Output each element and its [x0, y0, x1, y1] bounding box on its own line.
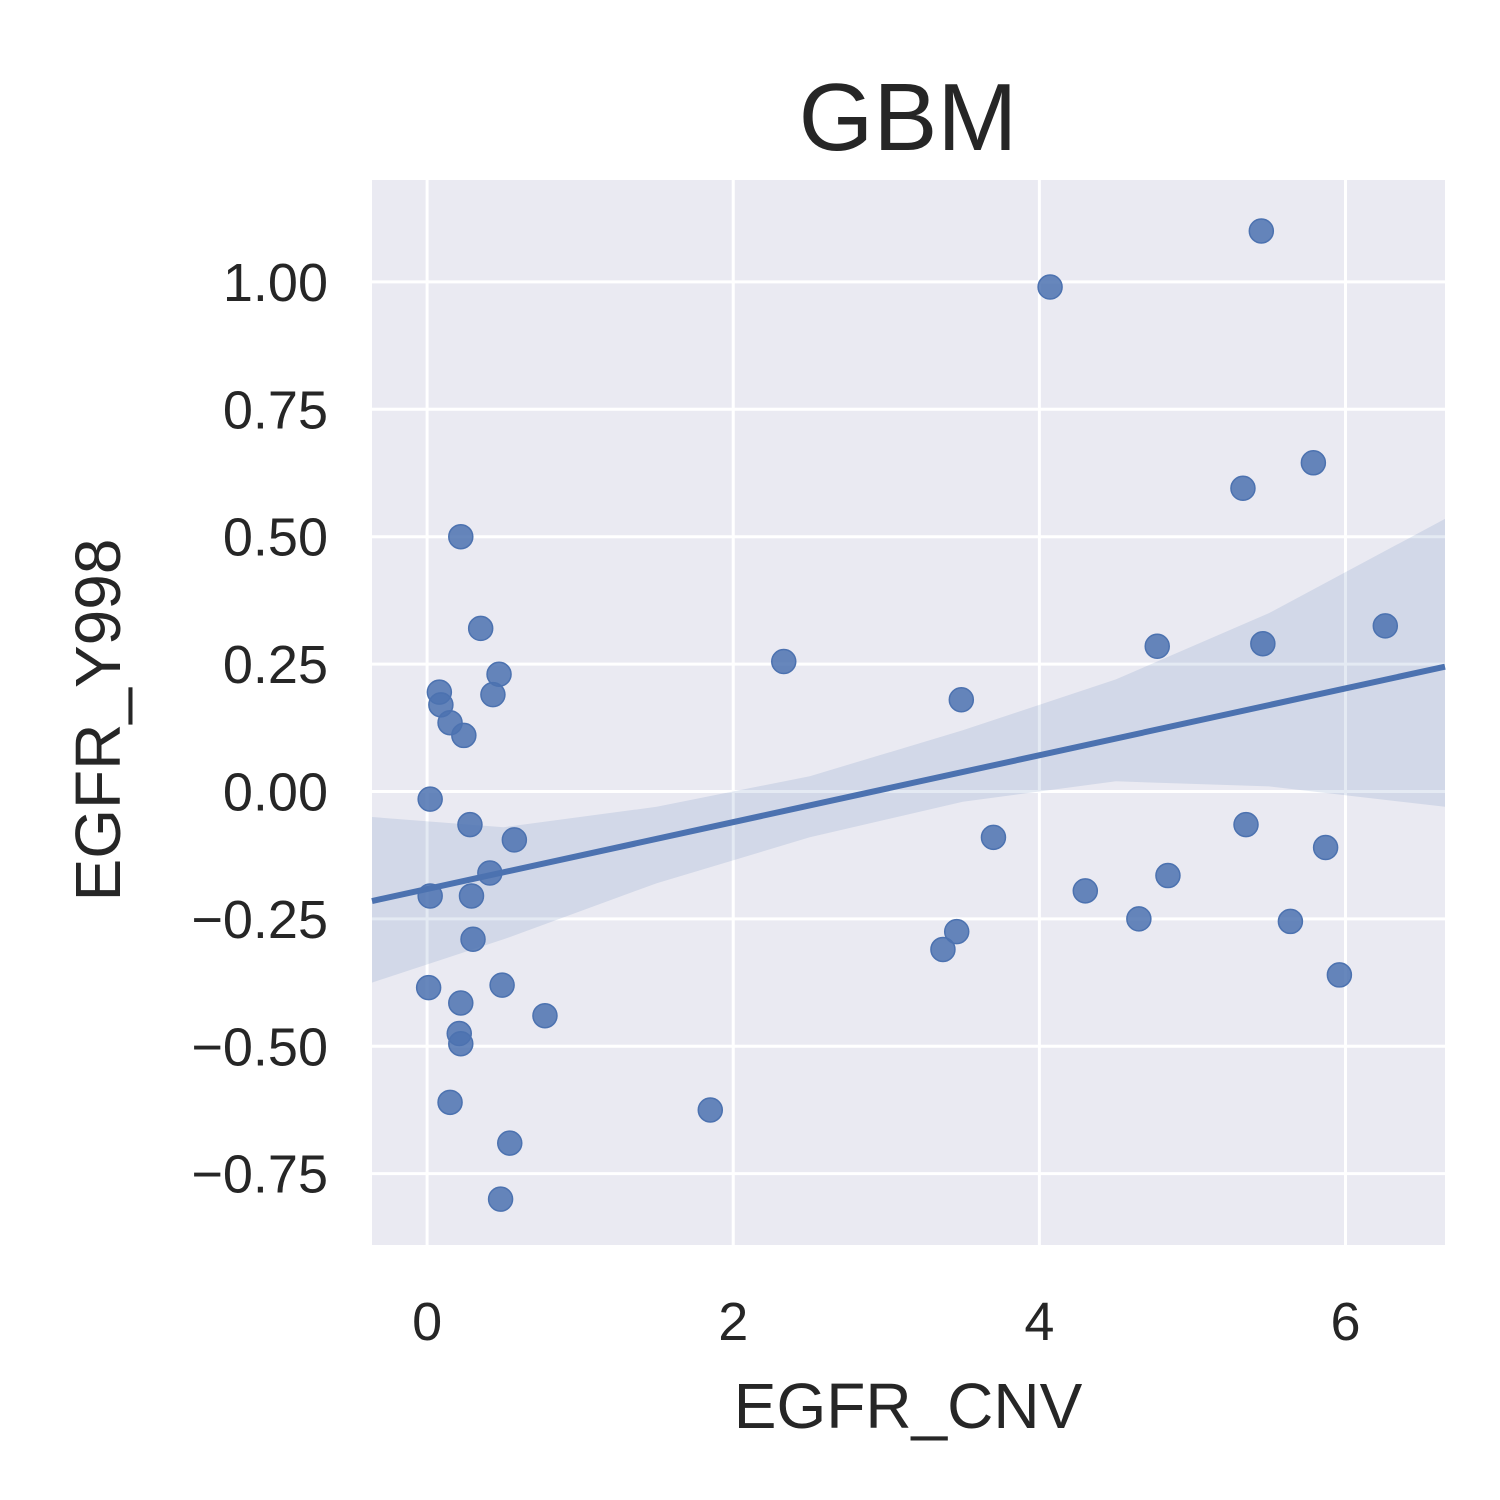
data-point: [1277, 908, 1304, 935]
grid-lines: [372, 180, 1445, 1245]
data-point: [417, 883, 443, 909]
y-tick-label: 0.00: [223, 762, 328, 822]
confidence-band: [372, 518, 1445, 983]
data-point: [1155, 862, 1181, 889]
data-point: [417, 786, 443, 812]
data-point: [489, 972, 515, 998]
data-point: [980, 824, 1007, 851]
regression-line: [371, 663, 1446, 904]
x-axis-label: EGFR_CNV: [734, 1370, 1083, 1442]
x-axis-ticks: 0 2 4 6: [412, 1292, 1360, 1352]
data-point: [930, 936, 956, 963]
data-point: [448, 1030, 474, 1057]
data-point: [532, 1002, 558, 1029]
chart-title: GBM: [799, 64, 1018, 171]
data-point: [771, 648, 797, 675]
data-point: [415, 974, 442, 1001]
y-tick-label: −0.50: [191, 1017, 328, 1077]
x-tick-label: 2: [718, 1292, 748, 1352]
regression-line-layer: [371, 663, 1446, 904]
y-tick-label: 0.50: [223, 508, 328, 568]
plot-area: [372, 180, 1445, 1245]
data-point: [487, 1186, 514, 1212]
data-points-layer: [415, 218, 1399, 1212]
data-point: [1326, 962, 1353, 988]
data-point: [1250, 630, 1276, 657]
data-point: [457, 811, 483, 838]
y-tick-label: 0.75: [223, 380, 328, 440]
data-point: [697, 1097, 724, 1123]
x-tick-label: 6: [1330, 1292, 1360, 1352]
data-point: [458, 883, 485, 909]
data-point: [437, 1089, 463, 1116]
x-tick-label: 0: [412, 1292, 442, 1352]
y-axis-ticks: −0.75 −0.50 −0.25 0.00 0.25 0.50 0.75 1.00: [191, 253, 328, 1205]
data-point: [460, 926, 486, 953]
y-tick-label: 1.00: [223, 253, 328, 313]
data-point: [1126, 906, 1152, 932]
data-point: [948, 687, 975, 713]
data-point: [1233, 811, 1259, 838]
data-point: [448, 990, 474, 1016]
data-point: [497, 1130, 523, 1156]
data-point: [1144, 633, 1170, 660]
data-point: [1372, 613, 1399, 639]
y-tick-label: −0.25: [191, 890, 328, 950]
data-point: [1300, 450, 1327, 476]
data-point: [480, 681, 506, 708]
x-tick-label: 4: [1024, 1292, 1054, 1352]
data-point: [1230, 475, 1256, 502]
data-point: [477, 860, 503, 886]
data-point: [501, 827, 528, 853]
data-point: [451, 722, 477, 749]
y-tick-label: 0.25: [223, 635, 328, 695]
data-point: [448, 523, 474, 550]
data-point: [943, 918, 970, 945]
data-point: [467, 615, 494, 642]
confidence-band-layer: [372, 518, 1445, 983]
data-point: [1072, 878, 1099, 904]
y-tick-label: −0.75: [191, 1145, 328, 1205]
data-point: [1037, 274, 1063, 300]
data-point: [1312, 834, 1339, 861]
y-axis-label: EGFR_Y998: [62, 539, 134, 902]
data-point: [1248, 218, 1275, 244]
